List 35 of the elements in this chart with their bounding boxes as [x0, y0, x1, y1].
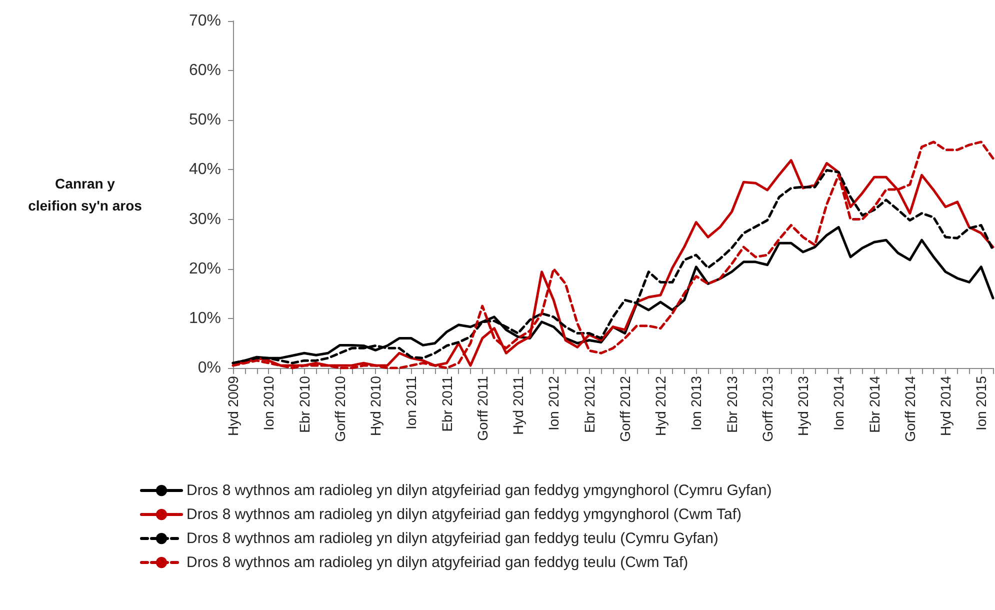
x-tick-label: Ebr 2014 [866, 376, 882, 433]
x-tick-label: Hyd 2010 [368, 376, 384, 436]
x-tick-label: Hyd 2014 [938, 376, 954, 436]
x-tick-label: Ebr 2012 [581, 376, 598, 433]
y-tick-label: 20% [188, 260, 221, 278]
x-tick-label: Ebr 2011 [438, 376, 455, 432]
x-tick-label: Ion 2014 [830, 376, 847, 430]
x-tick-label: Ion 2010 [260, 376, 277, 430]
x-tick-label: Gorff 2014 [902, 376, 918, 442]
x-tick-label: Hyd 2012 [652, 376, 668, 436]
legend-label: Dros 8 wythnos am radioleg yn dilyn atgyfeiriad gan feddyg teulu (Cwm Taf) [186, 554, 688, 571]
y-tick-label: 40% [188, 161, 221, 178]
x-tick-label: Ion 2012 [546, 376, 562, 430]
y-tick-label: 50% [188, 112, 221, 129]
y-tick-label: 60% [188, 62, 221, 80]
x-tick-label: Ion 2015 [973, 376, 990, 430]
y-tick-label: 30% [188, 210, 221, 228]
x-tick-label: Gorff 2011 [474, 376, 490, 441]
y-tick-label: 0% [198, 360, 221, 376]
y-axis-title: Canran y cleifion sy'n aros [28, 176, 142, 214]
x-tick-label: Gorff 2010 [332, 376, 348, 442]
x-tick-label: Hyd 2009 [225, 376, 241, 436]
legend-label: Dros 8 wythnos am radioleg yn dilyn atgyfeiriad gan feddyg teulu (Cymru Gyfan) [186, 530, 718, 547]
x-tick-label: Ebr 2013 [724, 376, 740, 433]
x-tick-label: Gorff 2013 [759, 376, 776, 442]
x-tick-label: Ion 2011 [403, 376, 420, 430]
x-tick-label: Ebr 2010 [296, 376, 312, 433]
x-tick-label: Hyd 2013 [795, 376, 811, 436]
legend-label: Dros 8 wythnos am radioleg yn dilyn atgyfeiriad gan feddyg ymgynghorol (Cwm Taf) [186, 506, 742, 523]
y-tick-label: 70% [188, 12, 221, 30]
x-tick-label: Gorff 2012 [616, 376, 633, 442]
x-tick-label: Hyd 2011 [510, 376, 526, 435]
x-tick-label: Ion 2013 [688, 376, 704, 430]
legend-label: Dros 8 wythnos am radioleg yn dilyn atgyfeiriad gan feddyg ymgynghorol (Cymru Gyfan) [186, 482, 772, 499]
y-tick-label: 10% [188, 310, 221, 327]
